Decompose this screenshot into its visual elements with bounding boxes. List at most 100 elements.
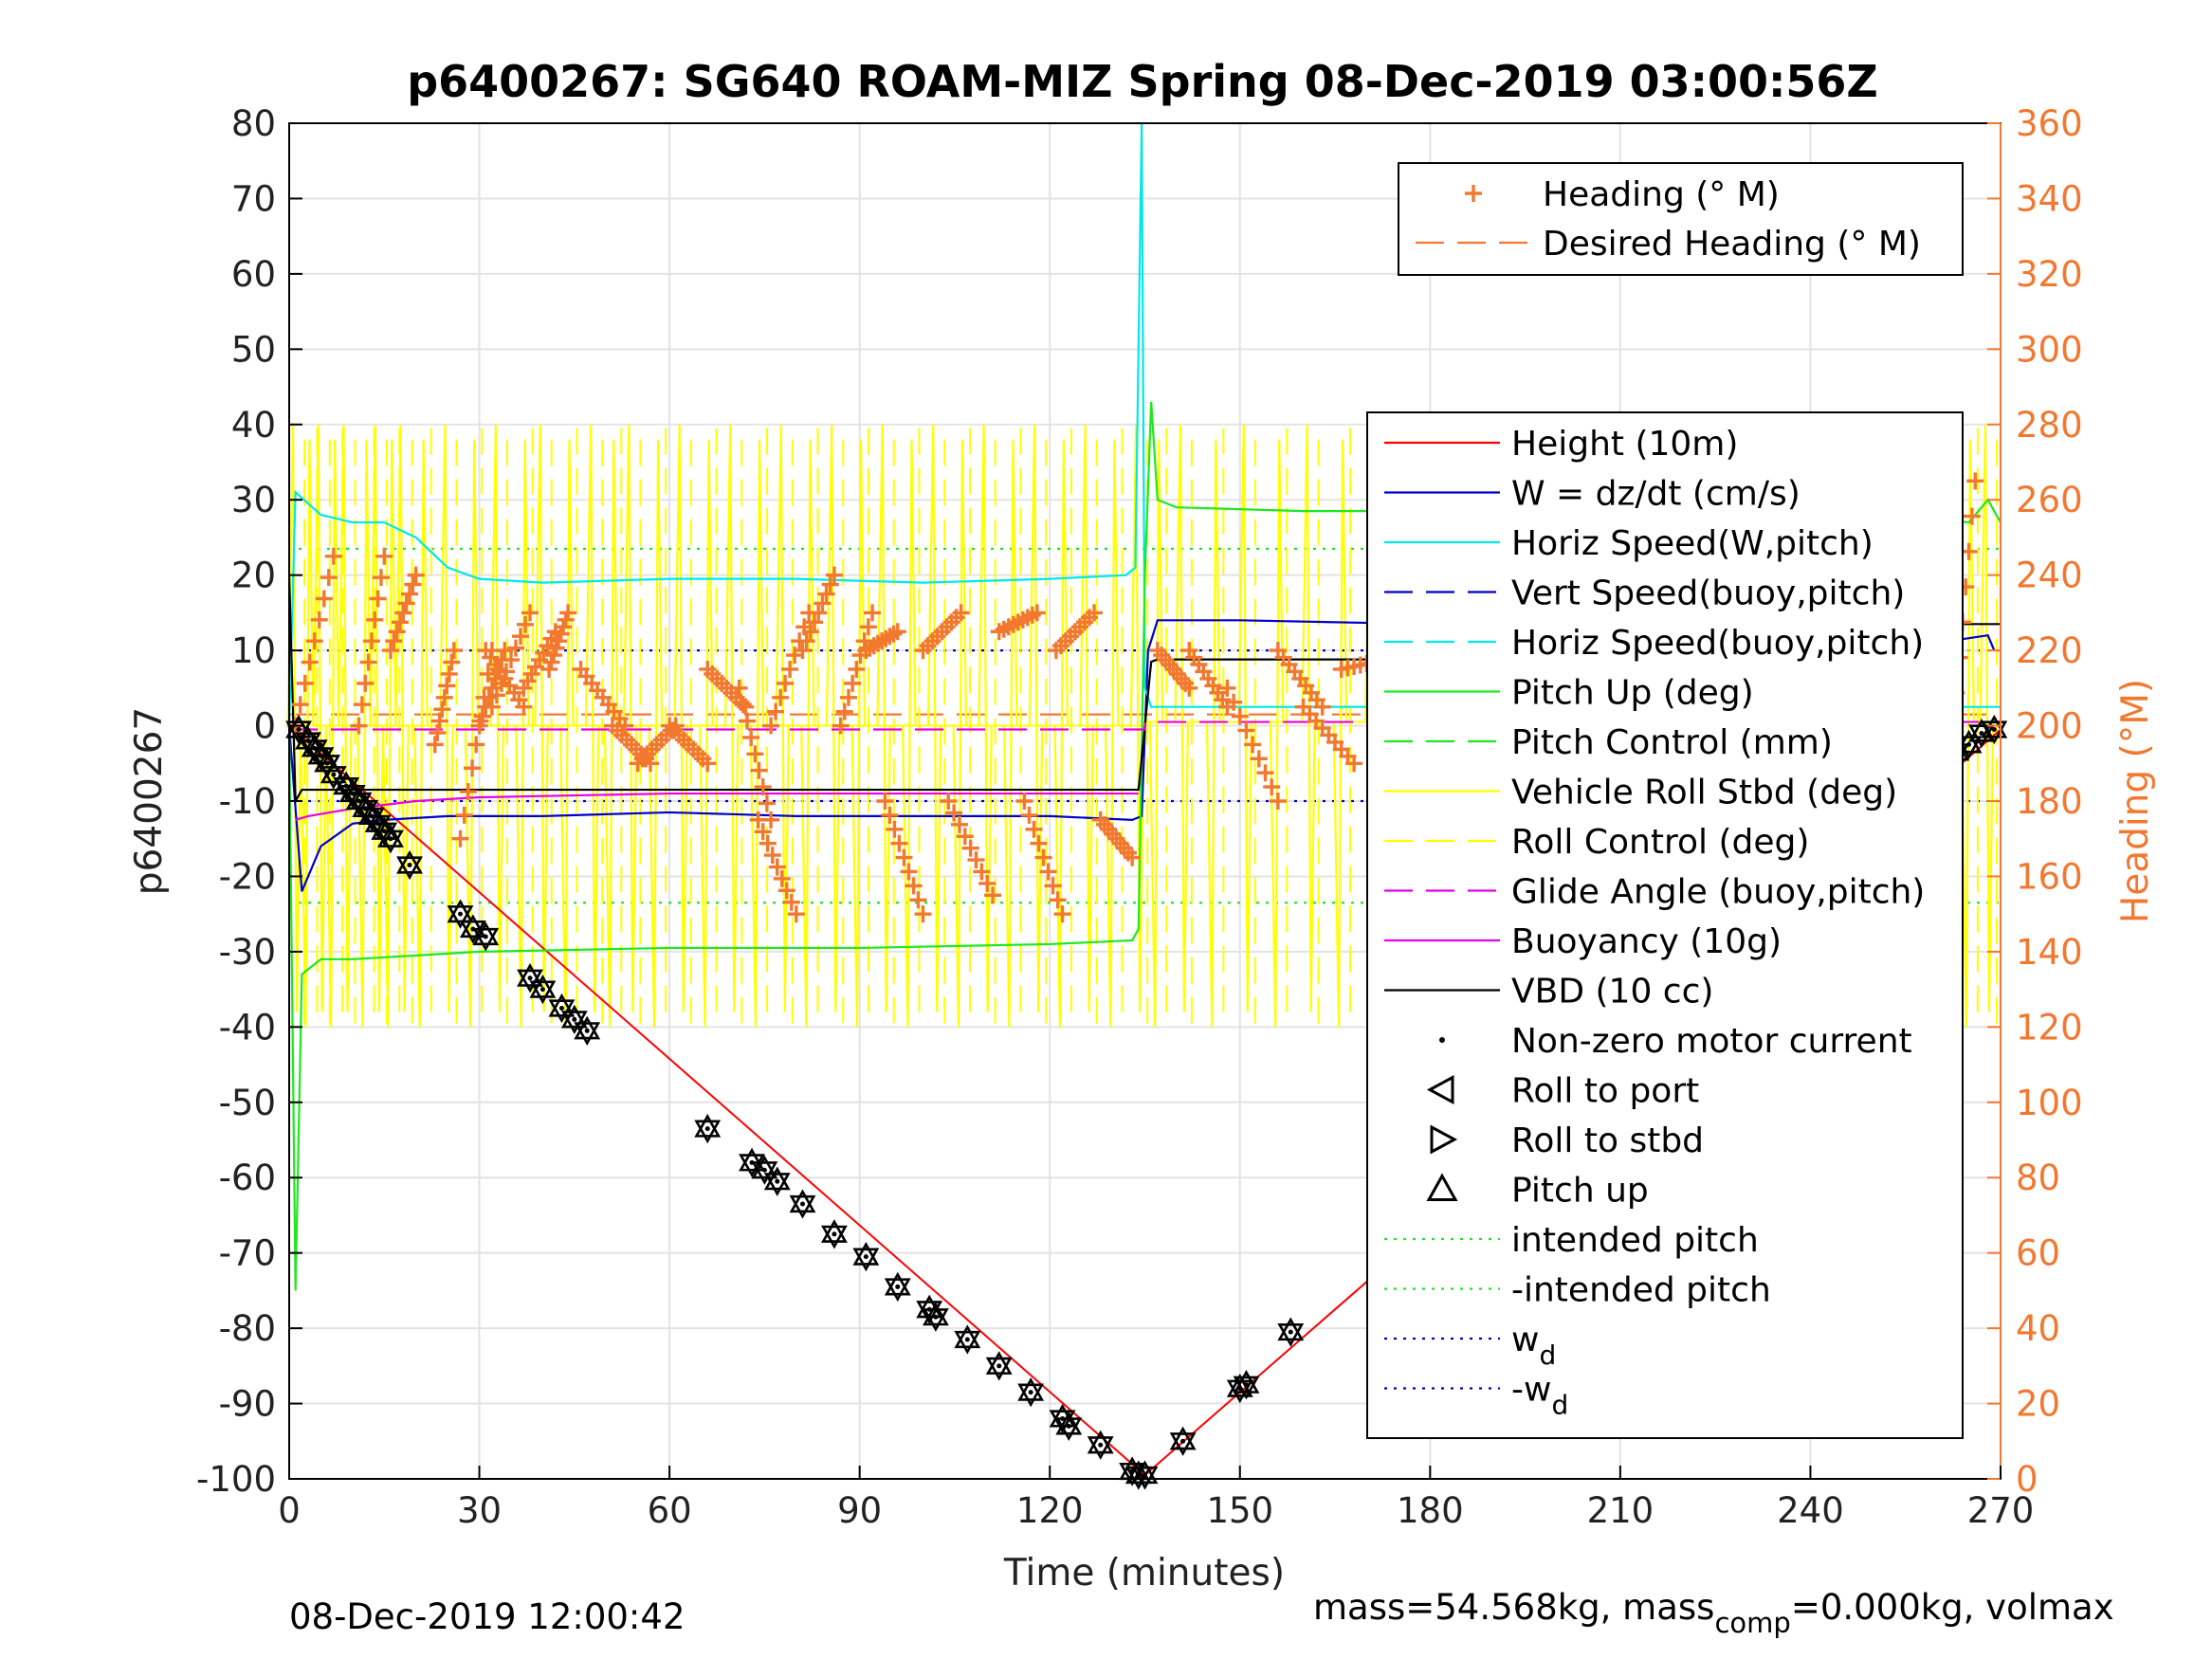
roll-marker bbox=[396, 856, 423, 881]
roll-spike bbox=[369, 424, 385, 1012]
roll-spike bbox=[1002, 439, 1018, 1028]
heading-marker bbox=[777, 882, 795, 900]
heading-marker bbox=[1030, 834, 1048, 852]
heading-marker bbox=[445, 642, 463, 660]
y-tick-label: 20 bbox=[231, 556, 276, 596]
heading-marker bbox=[749, 811, 767, 829]
motor-current-dot bbox=[296, 727, 302, 733]
legend-label: Non-zero motor current bbox=[1511, 1022, 1912, 1061]
right-y-tick-label: 180 bbox=[2016, 781, 2083, 822]
roll-marker bbox=[529, 980, 557, 1005]
heading-marker bbox=[1269, 793, 1287, 810]
heading-marker bbox=[806, 613, 824, 631]
motor-current-dot bbox=[964, 1337, 970, 1342]
roll-spike bbox=[699, 439, 714, 1028]
heading-marker bbox=[1044, 877, 1062, 895]
heading-marker bbox=[315, 590, 333, 608]
motor-current-dot bbox=[572, 1016, 577, 1022]
series-legend: Height (10m) W = dz/dt (cm/s) Horiz Speed(… bbox=[1366, 411, 1964, 1439]
motor-current-dot bbox=[324, 760, 330, 766]
heading-marker bbox=[950, 815, 968, 833]
pitch-up-marker bbox=[852, 1241, 880, 1266]
heading-marker bbox=[369, 590, 387, 608]
legend-label-text: Roll Control (deg) bbox=[1511, 823, 1809, 862]
legend-label-subscript: d bbox=[1539, 1340, 1556, 1371]
pitch-up-marker bbox=[751, 1155, 778, 1179]
heading-marker bbox=[291, 696, 309, 714]
right-y-tick-label: 160 bbox=[2016, 856, 2083, 897]
motor-current-dot bbox=[1066, 1423, 1071, 1429]
heading-marker bbox=[1028, 604, 1046, 622]
legend-box bbox=[1398, 162, 1964, 276]
heading-marker bbox=[767, 702, 785, 720]
heading-marker bbox=[1049, 891, 1067, 909]
roll-marker bbox=[852, 1248, 880, 1272]
heading-marker bbox=[1963, 507, 1981, 525]
roll-marker bbox=[1087, 1436, 1114, 1460]
legend-label: Horiz Speed(buoy,pitch) bbox=[1511, 624, 1924, 663]
legend-key-dot bbox=[1439, 1037, 1445, 1043]
legend-label-text: Pitch up bbox=[1511, 1172, 1649, 1211]
heading-marker bbox=[515, 698, 533, 716]
heading-marker bbox=[699, 755, 717, 773]
heading-marker bbox=[401, 585, 419, 603]
legend-label-text: Height (10m) bbox=[1511, 425, 1738, 464]
chart-title: p6400267: SG640 ROAM-MIZ Spring 08-Dec-2… bbox=[407, 56, 1878, 107]
legend-label: Roll to stbd bbox=[1511, 1121, 1704, 1160]
legend-label: Vert Speed(buoy,pitch) bbox=[1511, 574, 1905, 613]
right-y-tick-label: 220 bbox=[2016, 630, 2083, 671]
roll-spike bbox=[749, 439, 765, 1028]
legend-label: Roll Control (deg) bbox=[1511, 823, 1809, 862]
heading-marker bbox=[945, 804, 963, 822]
heading-marker bbox=[487, 686, 505, 704]
roll-spike bbox=[648, 439, 664, 1028]
heading-marker bbox=[859, 618, 877, 636]
legend-label: Pitch Control (mm) bbox=[1511, 723, 1833, 762]
heading-marker bbox=[1218, 679, 1236, 697]
legend-label-text: W = dz/dt (cm/s) bbox=[1511, 475, 1801, 514]
roll-spike bbox=[622, 424, 638, 1012]
x-tick-label: 150 bbox=[1206, 1490, 1273, 1531]
right-y-tick-label: 340 bbox=[2016, 178, 2083, 219]
right-y-tick-label: 40 bbox=[2016, 1308, 2060, 1349]
roll-spike bbox=[1028, 424, 1044, 1012]
legend-label: Glide Angle (buoy,pitch) bbox=[1511, 873, 1925, 912]
roll-spike bbox=[489, 424, 505, 1012]
heading-marker bbox=[372, 569, 390, 587]
legend-key-tri-up bbox=[1426, 1173, 1458, 1201]
heading-marker bbox=[940, 793, 958, 810]
roll-marker bbox=[1233, 1376, 1260, 1400]
pitch-up-marker bbox=[1131, 1460, 1159, 1485]
legend-label-text: Buoyancy (10g) bbox=[1511, 922, 1782, 961]
heading-marker bbox=[1313, 698, 1331, 716]
heading-marker bbox=[506, 639, 524, 657]
pitch-up-marker bbox=[821, 1219, 848, 1243]
roll-spike bbox=[800, 439, 815, 1028]
heading-marker bbox=[350, 717, 368, 735]
heading-marker bbox=[825, 566, 843, 584]
heading-marker bbox=[746, 745, 764, 763]
heading-marker bbox=[1053, 905, 1071, 923]
heading-marker bbox=[1020, 806, 1038, 824]
legend-label: Desired Heading (° M) bbox=[1543, 225, 1921, 264]
roll-spike bbox=[1332, 439, 1348, 1028]
heading-marker bbox=[876, 793, 894, 810]
heading-marker bbox=[832, 717, 850, 735]
heading-marker bbox=[404, 575, 422, 593]
y-tick-label: 50 bbox=[231, 329, 276, 370]
roll-spike bbox=[978, 424, 993, 1012]
roll-spike bbox=[534, 424, 549, 1012]
roll-marker bbox=[352, 799, 379, 824]
legend-key-tri-left bbox=[1426, 1074, 1454, 1105]
heading-marker bbox=[730, 679, 748, 697]
heading-marker bbox=[480, 688, 498, 706]
right-y-tick-label: 60 bbox=[2016, 1233, 2060, 1274]
roll-spike bbox=[394, 424, 410, 1012]
heading-marker bbox=[839, 688, 857, 706]
roll-marker bbox=[338, 784, 366, 809]
heading-marker bbox=[754, 778, 772, 796]
roll-spike bbox=[413, 439, 429, 1028]
heading-marker bbox=[502, 651, 520, 669]
heading-marker bbox=[777, 674, 795, 692]
heading-marker bbox=[810, 604, 828, 622]
